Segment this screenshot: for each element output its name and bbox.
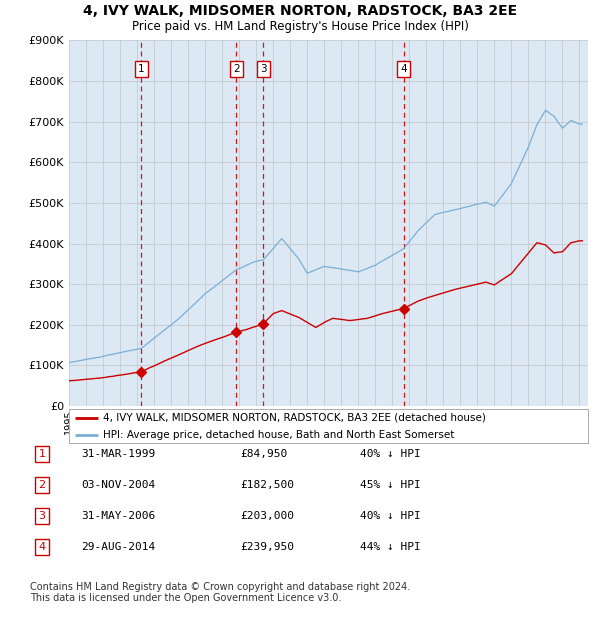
Text: £84,950: £84,950	[240, 449, 287, 459]
Text: £203,000: £203,000	[240, 511, 294, 521]
Text: 3: 3	[260, 64, 266, 74]
Text: 44% ↓ HPI: 44% ↓ HPI	[360, 542, 421, 552]
Text: Contains HM Land Registry data © Crown copyright and database right 2024.
This d: Contains HM Land Registry data © Crown c…	[30, 582, 410, 603]
Text: 29-AUG-2014: 29-AUG-2014	[81, 542, 155, 552]
Text: 2: 2	[233, 64, 240, 74]
Text: 03-NOV-2004: 03-NOV-2004	[81, 480, 155, 490]
Text: Price paid vs. HM Land Registry's House Price Index (HPI): Price paid vs. HM Land Registry's House …	[131, 20, 469, 33]
Text: HPI: Average price, detached house, Bath and North East Somerset: HPI: Average price, detached house, Bath…	[103, 430, 454, 440]
Text: £182,500: £182,500	[240, 480, 294, 490]
Text: 4, IVY WALK, MIDSOMER NORTON, RADSTOCK, BA3 2EE: 4, IVY WALK, MIDSOMER NORTON, RADSTOCK, …	[83, 4, 517, 19]
Text: 40% ↓ HPI: 40% ↓ HPI	[360, 511, 421, 521]
Text: 1: 1	[138, 64, 145, 74]
Text: £239,950: £239,950	[240, 542, 294, 552]
Text: 4: 4	[38, 542, 46, 552]
Text: 40% ↓ HPI: 40% ↓ HPI	[360, 449, 421, 459]
Text: 3: 3	[38, 511, 46, 521]
Text: 45% ↓ HPI: 45% ↓ HPI	[360, 480, 421, 490]
Text: 4: 4	[400, 64, 407, 74]
Text: 4, IVY WALK, MIDSOMER NORTON, RADSTOCK, BA3 2EE (detached house): 4, IVY WALK, MIDSOMER NORTON, RADSTOCK, …	[103, 413, 485, 423]
Text: 31-MAR-1999: 31-MAR-1999	[81, 449, 155, 459]
Text: 31-MAY-2006: 31-MAY-2006	[81, 511, 155, 521]
Text: 1: 1	[38, 449, 46, 459]
Text: 2: 2	[38, 480, 46, 490]
